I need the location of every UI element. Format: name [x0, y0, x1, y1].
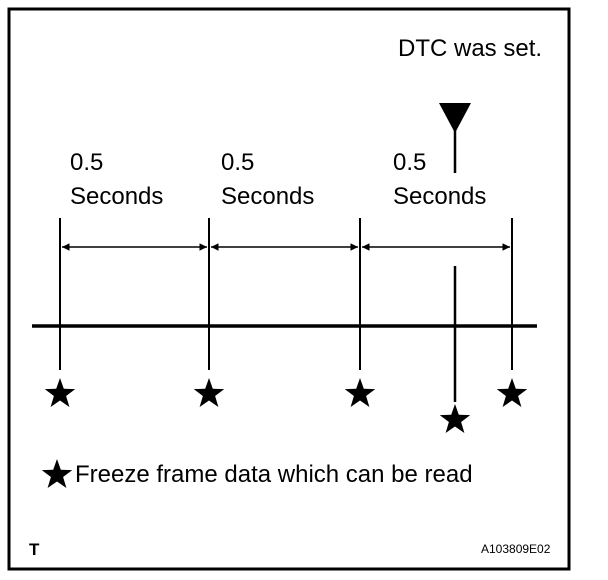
figure-code: A103809E02	[481, 542, 551, 556]
interval-2-value: 0.5	[221, 149, 255, 176]
star-icon	[193, 378, 225, 407]
interval-3-value: 0.5	[393, 149, 427, 176]
star-icon	[44, 378, 76, 407]
interval-2-unit: Seconds	[221, 183, 315, 210]
interval-3-unit: Seconds	[393, 183, 487, 210]
dtc-label: DTC was set.	[398, 35, 543, 62]
interval-1-unit: Seconds	[70, 183, 164, 210]
legend-star-icon	[41, 459, 73, 488]
dtc-marker	[439, 103, 471, 402]
star-icon	[496, 378, 528, 407]
interval-1-value: 0.5	[70, 149, 104, 176]
legend-text: Freeze frame data which can be read	[75, 461, 473, 488]
dtc-triangle-icon	[439, 103, 471, 133]
interval-ticks	[59, 218, 513, 370]
star-icon	[344, 378, 376, 407]
star-icon	[439, 404, 471, 433]
frame-border	[7, 7, 571, 571]
corner-mark: T	[29, 540, 40, 559]
